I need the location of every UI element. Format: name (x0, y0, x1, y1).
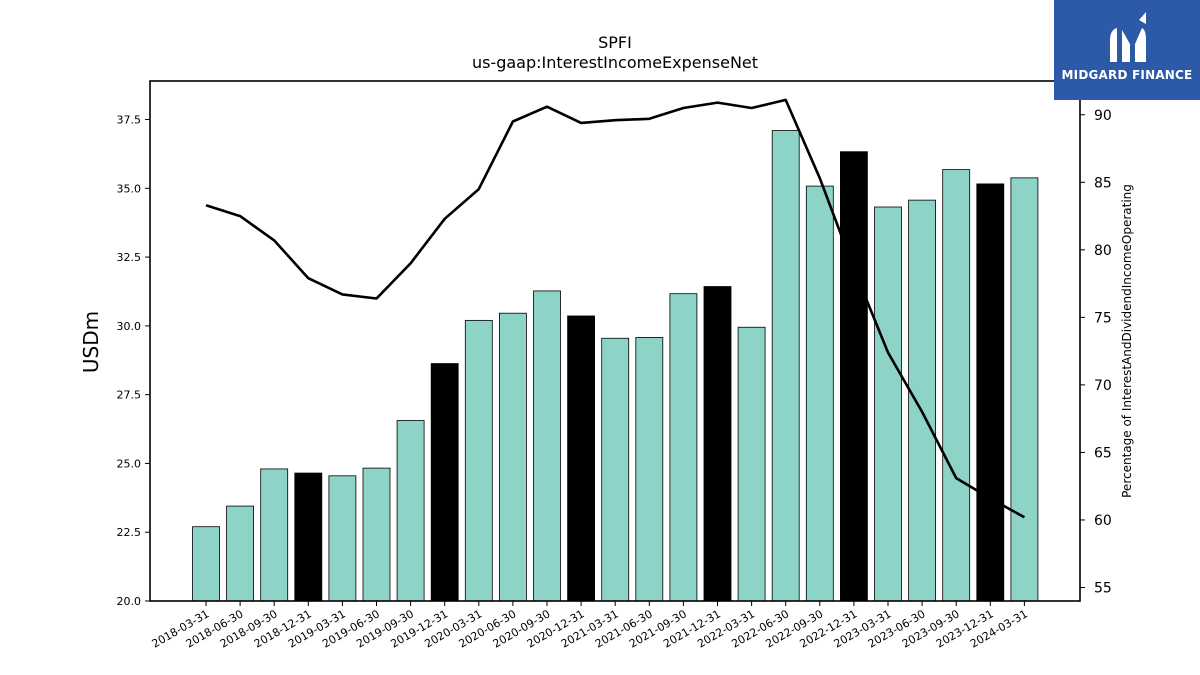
bar (226, 505, 255, 602)
bar (498, 312, 527, 602)
bar (805, 185, 834, 602)
line-series (205, 98, 1026, 519)
bar (396, 420, 425, 602)
bar (908, 199, 936, 602)
bar (533, 290, 561, 602)
bar (840, 151, 868, 602)
y-axis-label: USDm (79, 311, 103, 373)
bar (430, 363, 459, 602)
logo-mark-icon (1110, 12, 1146, 62)
chart-title: SPFI (598, 33, 632, 52)
y-tick-label: 27.5 (117, 389, 142, 402)
bar (635, 337, 664, 602)
bar-series (192, 130, 1039, 602)
y2-tick-label: 65 (1094, 445, 1112, 461)
chart-subtitle: us-gaap:InterestIncomeExpenseNet (472, 53, 758, 72)
y2-tick-label: 90 (1094, 108, 1112, 124)
bar (362, 467, 391, 602)
bar (192, 526, 220, 602)
y2-tick-label: 55 (1094, 580, 1112, 596)
bar (942, 169, 971, 602)
bar (1010, 177, 1039, 602)
y-tick-label: 20.0 (117, 595, 142, 608)
bar (260, 468, 289, 602)
bar (669, 293, 698, 602)
y2-tick-label: 80 (1094, 243, 1112, 259)
brand-logo: MIDGARD FINANCE (1054, 0, 1200, 100)
bar (737, 326, 766, 602)
y2-tick-label: 75 (1094, 310, 1112, 326)
bar (976, 183, 1005, 602)
y-tick-label: 32.5 (117, 251, 142, 264)
y2-tick-label: 60 (1094, 513, 1112, 529)
bar (567, 315, 595, 602)
bar (703, 286, 732, 602)
y-tick-label: 22.5 (117, 526, 142, 539)
y2-axis-label: Percentage of InterestAndDividendIncomeO… (1120, 184, 1134, 498)
y-tick-label: 35.0 (117, 182, 142, 195)
y-tick-label: 37.5 (117, 114, 142, 127)
line-series-path (205, 98, 1026, 519)
bar (771, 130, 800, 602)
bar (601, 337, 630, 602)
y-tick-label: 30.0 (117, 320, 142, 333)
bar (464, 319, 493, 602)
y-tick-label: 25.0 (117, 457, 142, 470)
bar (294, 472, 323, 602)
bar (328, 475, 357, 602)
y2-tick-label: 70 (1094, 378, 1112, 394)
y2-tick-label: 85 (1094, 175, 1112, 191)
logo-text: MIDGARD FINANCE (1061, 68, 1193, 82)
bar (874, 206, 902, 602)
